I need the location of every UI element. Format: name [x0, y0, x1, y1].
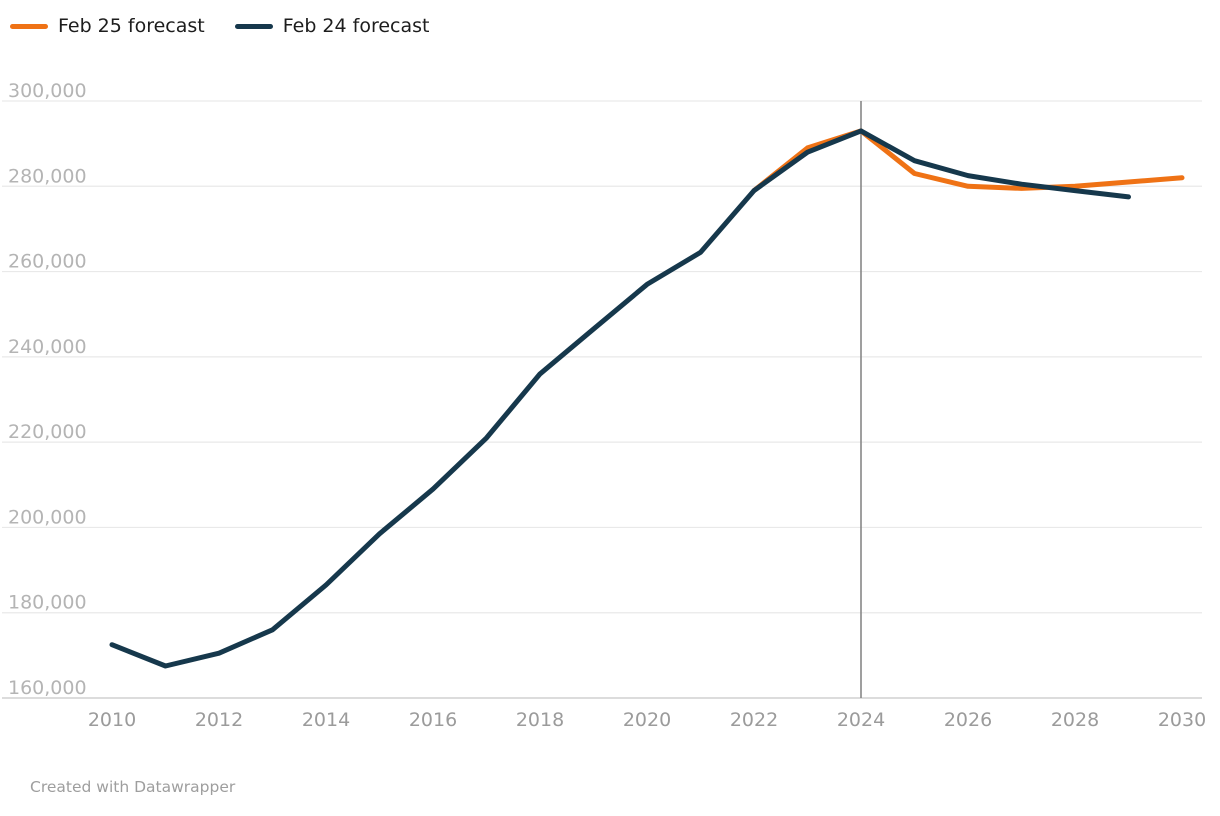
series-line-feb-24-forecast	[109, 128, 1131, 669]
x-tick-label: 2012	[195, 709, 243, 731]
y-tick-label: 220,000	[8, 421, 87, 443]
x-tick-label: 2030	[1158, 709, 1206, 731]
x-tick-label: 2018	[516, 709, 564, 731]
legend-label: Feb 24 forecast	[282, 15, 430, 37]
y-tick-label: 180,000	[8, 592, 87, 614]
x-tick-label: 2010	[88, 709, 136, 731]
x-tick-label: 2026	[944, 709, 992, 731]
x-tick-label: 2022	[730, 709, 778, 731]
x-tick-label: 2024	[837, 709, 885, 731]
legend-label: Feb 25 forecast	[58, 15, 205, 37]
x-tick-label: 2020	[623, 709, 671, 731]
y-tick-label: 260,000	[8, 251, 87, 273]
x-tick-label: 2028	[1051, 709, 1099, 731]
x-tick-label: 2014	[302, 709, 350, 731]
legend-item-feb-24-forecast: Feb 24 forecast	[234, 15, 430, 37]
datawrapper-credit-link[interactable]: Created with Datawrapper	[30, 778, 236, 796]
series-line-feb-25-forecast	[751, 128, 1185, 194]
y-tick-label: 300,000	[8, 80, 87, 102]
y-tick-label: 160,000	[8, 677, 87, 699]
y-tick-label: 200,000	[8, 506, 87, 528]
feb-24-line-swatch-icon	[234, 24, 273, 29]
legend: Feb 25 forecast Feb 24 forecast	[10, 17, 429, 36]
legend-item-feb-25-forecast: Feb 25 forecast	[10, 17, 205, 36]
feb-25-line-swatch-icon	[10, 24, 48, 29]
y-tick-label: 240,000	[8, 336, 87, 358]
x-tick-label: 2016	[409, 709, 457, 731]
y-tick-label: 280,000	[8, 165, 87, 187]
